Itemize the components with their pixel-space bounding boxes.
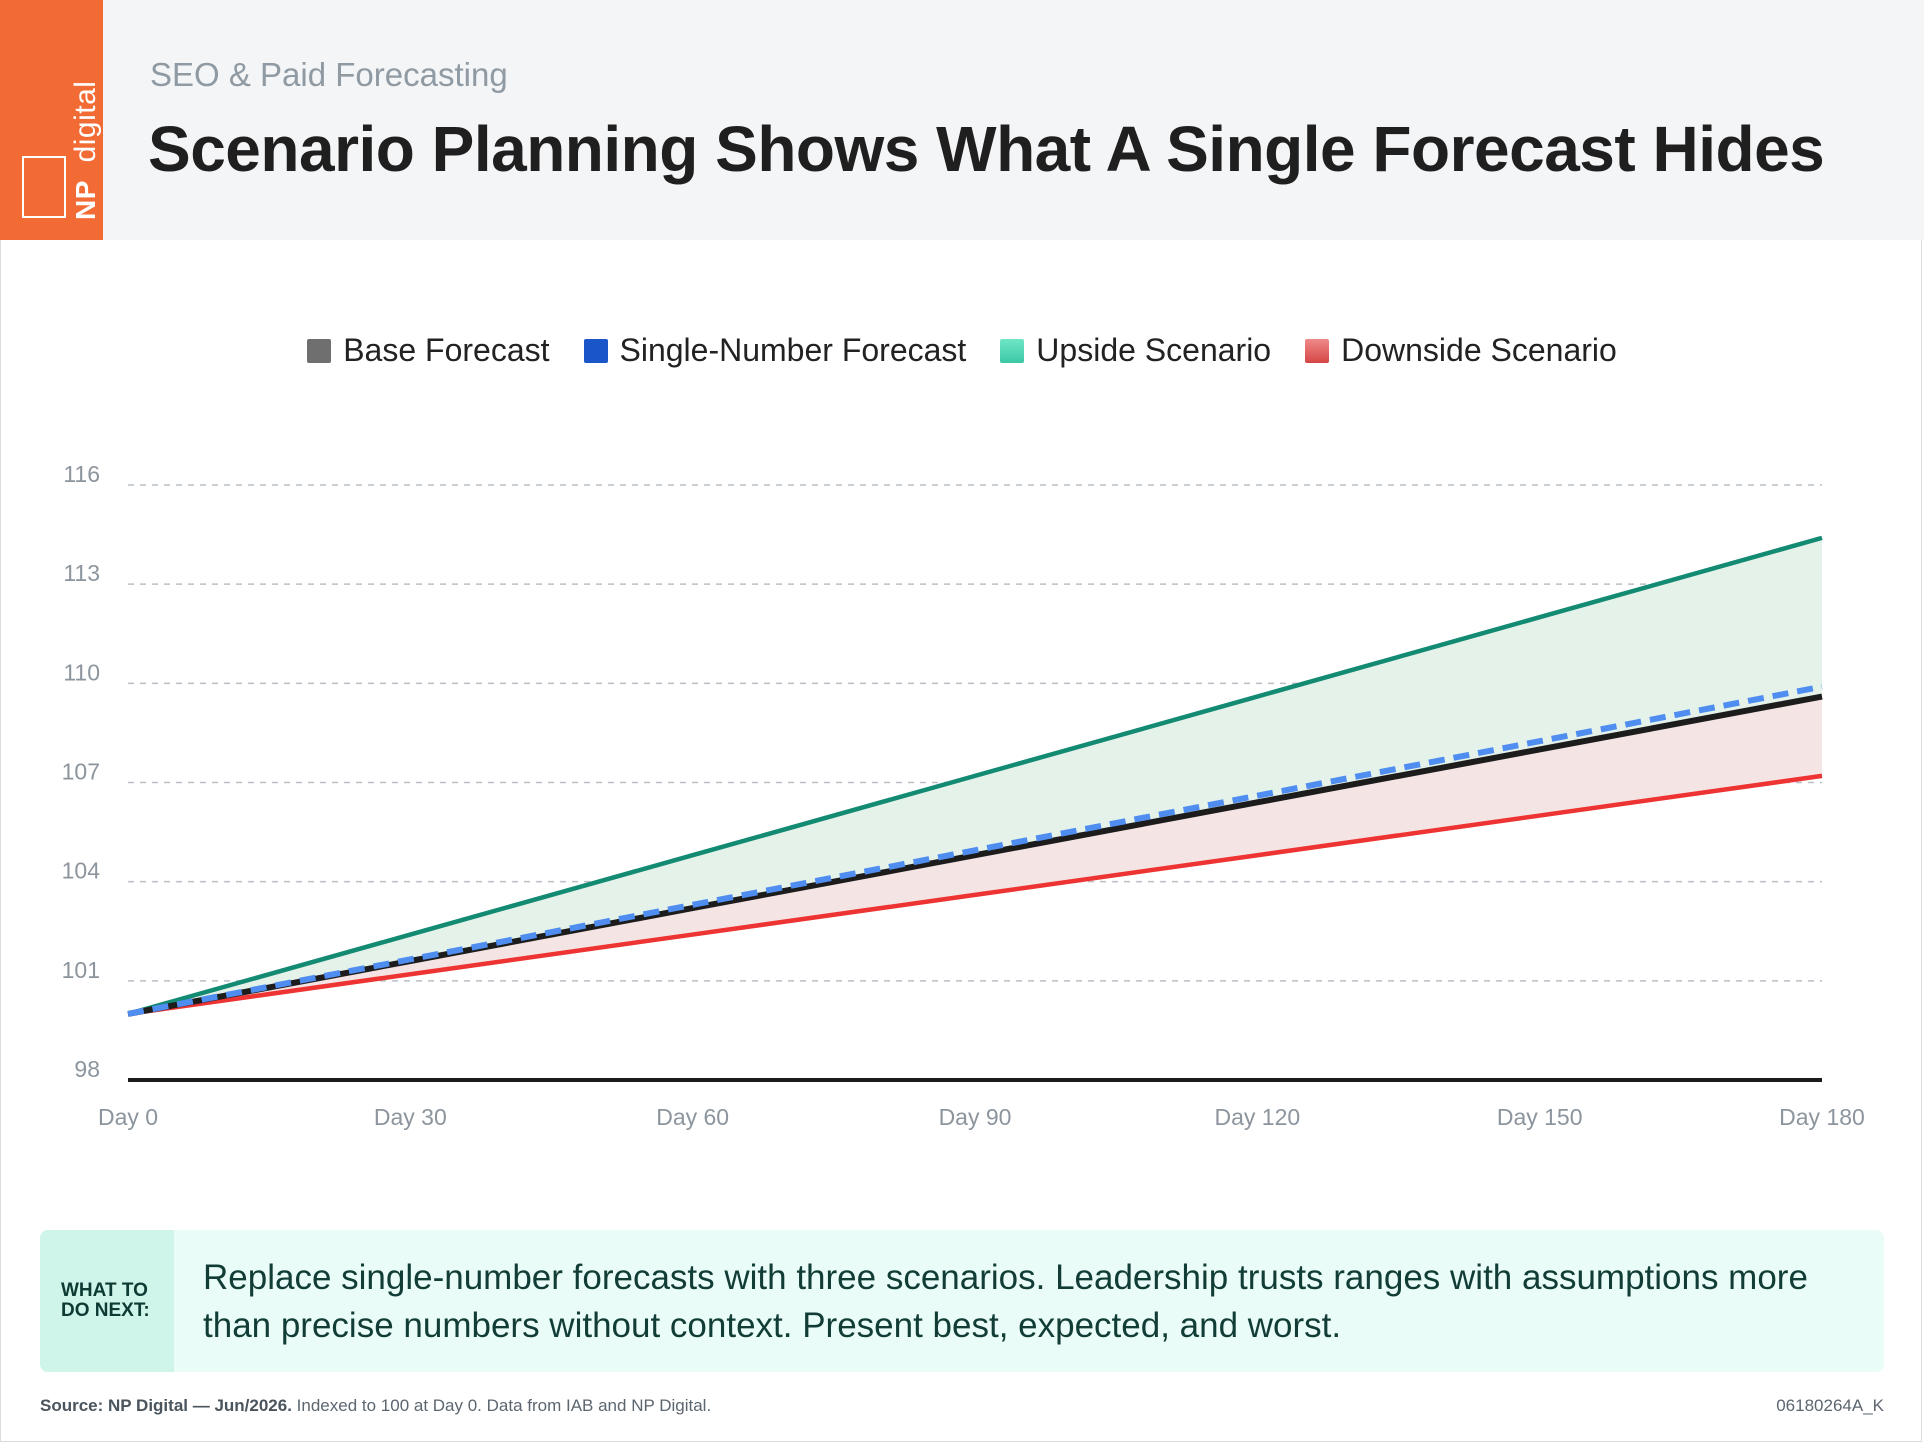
logo-word-text: digital <box>69 80 102 163</box>
series-line-downside <box>127 773 1823 1017</box>
x-tick-label: Day 30 <box>374 1104 447 1130</box>
source-note: Source: NP Digital — Jun/2026. Indexed t… <box>40 1396 711 1416</box>
x-tick-label: Day 180 <box>1779 1104 1865 1130</box>
legend-swatch-downside <box>1305 338 1330 363</box>
y-tick-label: 98 <box>74 1056 100 1082</box>
x-tick-label: Day 150 <box>1497 1104 1583 1130</box>
callout-tag-text: WHAT TO DO NEXT: <box>61 1280 150 1321</box>
callout-tag: WHAT TO DO NEXT: <box>40 1230 174 1372</box>
kicker: SEO & Paid Forecasting <box>150 56 508 93</box>
legend-item-downside: Downside Scenario <box>1305 332 1617 369</box>
y-tick-label: 107 <box>62 759 100 785</box>
source-bold: Source: NP Digital — Jun/2026. <box>40 1396 292 1415</box>
series-line-single <box>127 683 1823 1017</box>
source-rest: Indexed to 100 at Day 0. Data from IAB a… <box>291 1396 712 1415</box>
logo-np-text: NP <box>70 180 101 220</box>
header-band: NP digital SEO & Paid Forecasting Scenar… <box>0 0 1924 240</box>
legend-item-upside: Upside Scenario <box>1000 332 1271 369</box>
x-tick-label: Day 60 <box>656 1104 729 1130</box>
callout-box: WHAT TO DO NEXT: Replace single-number f… <box>40 1230 1884 1372</box>
x-tick-label: Day 0 <box>98 1104 158 1130</box>
legend-swatch-upside <box>1000 338 1025 363</box>
legend-item-single: Single-Number Forecast <box>583 332 967 369</box>
logo-box-icon <box>22 156 66 218</box>
legend-label-upside: Upside Scenario <box>1036 332 1272 368</box>
y-tick-label: 101 <box>62 957 100 983</box>
y-tick-label: 110 <box>63 659 100 685</box>
chart-code: 06180264A_K <box>1776 1396 1884 1415</box>
legend-label-downside: Downside Scenario <box>1341 332 1617 368</box>
line-chart: 98 101 104 107 110 113 116 Day 0 Day 30 Day 60 Day… <box>62 461 1865 1130</box>
logo-text: NP digital <box>69 81 103 220</box>
x-tick-label: Day 120 <box>1214 1104 1300 1130</box>
y-tick-label: 116 <box>63 461 100 487</box>
chart-legend: Base Forecast Single-Number Forecast Ups… <box>0 332 1924 369</box>
legend-item-base: Base Forecast <box>307 332 550 369</box>
x-tick-label: Day 90 <box>939 1104 1012 1130</box>
page-title: Scenario Planning Shows What A Single Fo… <box>148 113 1825 185</box>
callout-text: Replace single-number forecasts with thr… <box>203 1258 1808 1345</box>
y-tick-label: 104 <box>62 858 101 884</box>
legend-swatch-single <box>583 338 608 363</box>
brand-logo: NP digital <box>0 0 103 240</box>
y-tick-label: 113 <box>63 560 100 586</box>
series-line-upside <box>127 535 1823 1017</box>
legend-swatch-base <box>307 338 332 363</box>
legend-label-base: Base Forecast <box>343 332 550 368</box>
legend-label-single: Single-Number Forecast <box>619 332 967 368</box>
